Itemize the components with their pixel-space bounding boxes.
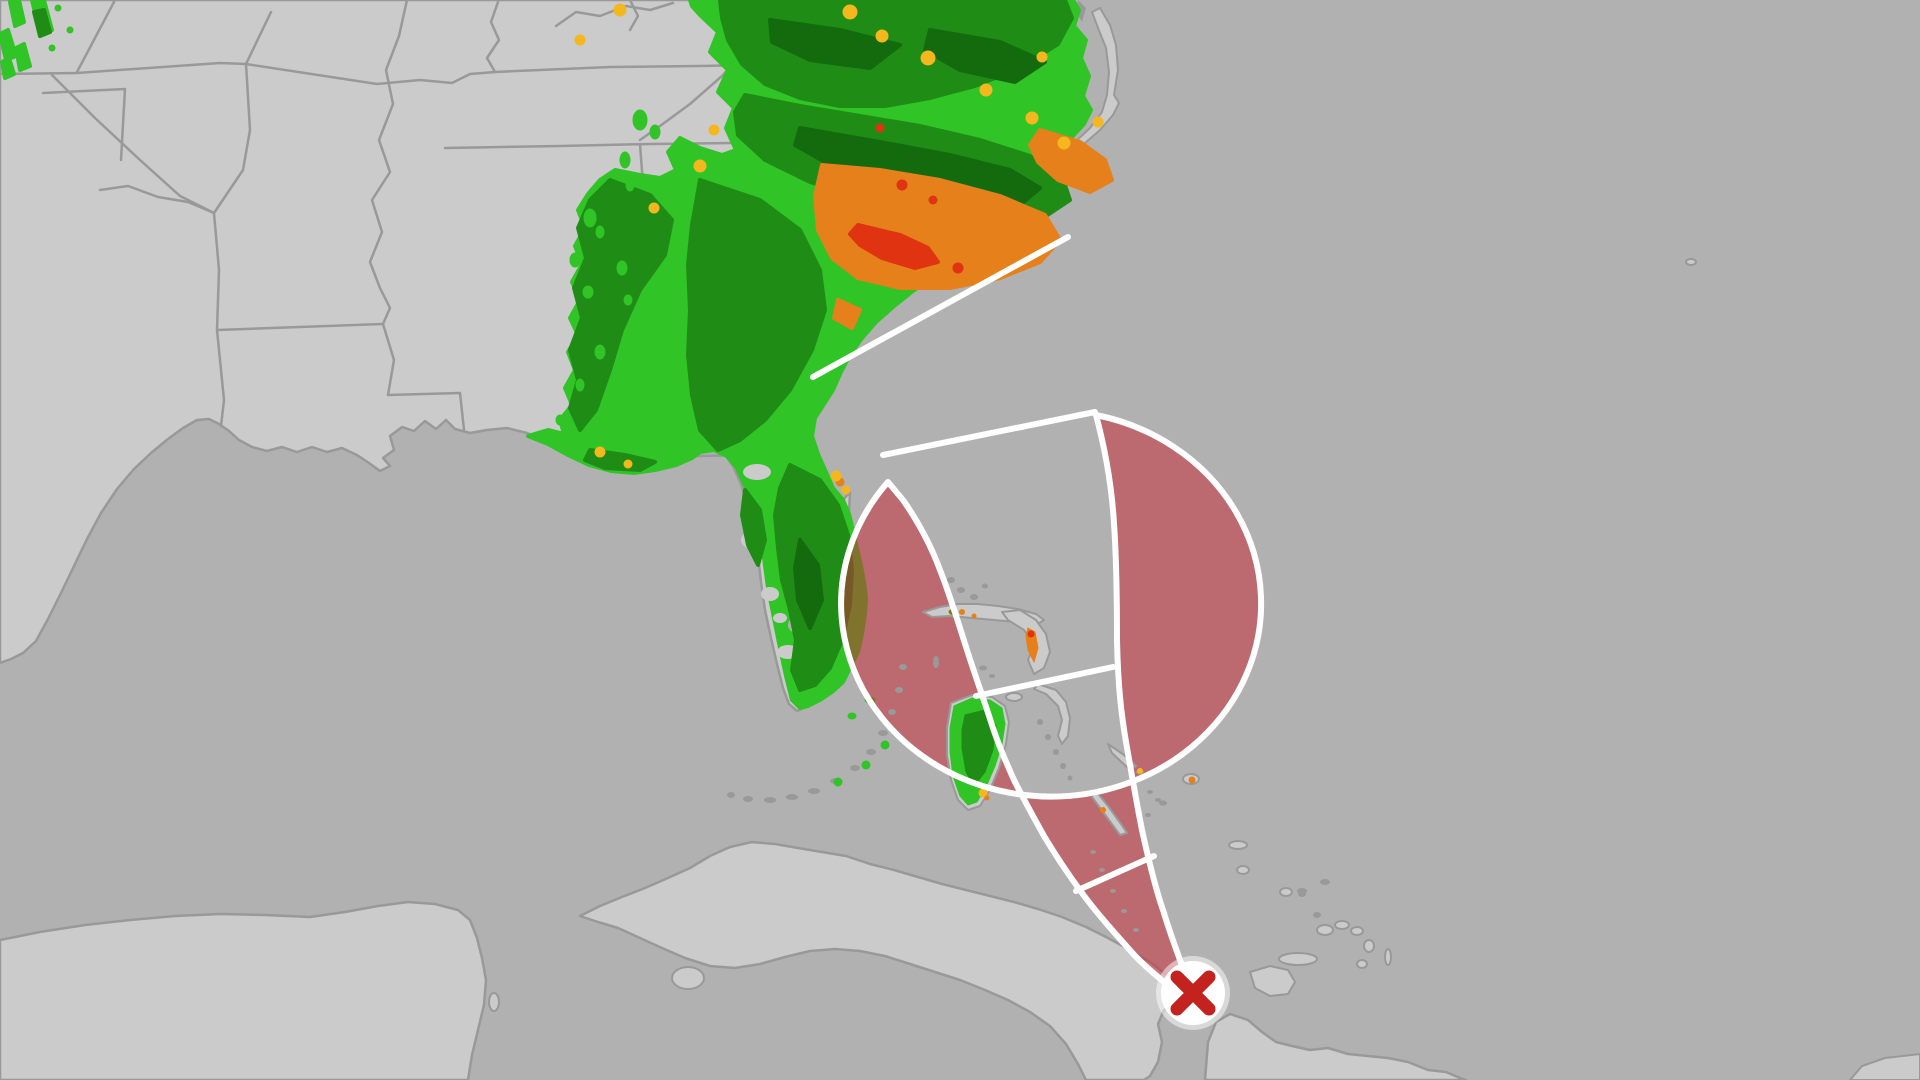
- eleuthera: [1033, 683, 1071, 745]
- bimini: [933, 656, 939, 668]
- storm-position-marker[interactable]: [1156, 956, 1230, 1030]
- x-icon: [1170, 970, 1216, 1016]
- hispaniola: [1203, 1012, 1468, 1080]
- yucatan-peninsula: [0, 900, 488, 1080]
- abaco: [1001, 609, 1051, 675]
- florida-keys: [727, 664, 907, 803]
- radar-corner-streaks: [0, 0, 74, 80]
- long-island-bahamas: [1091, 789, 1128, 836]
- bermuda-islet: [1685, 258, 1697, 266]
- radar-precipitation-layer: [0, 0, 1114, 720]
- turks-and-caicos-islands: [1298, 891, 1392, 969]
- isle-of-youth: [671, 966, 705, 990]
- cozumel-island: [488, 992, 500, 1012]
- southern-landmasses: [0, 258, 1920, 1080]
- abaco-radar-red: [1027, 630, 1035, 638]
- cone-time-separators: [810, 234, 1157, 894]
- radar-yellow-cells: [574, 3, 1104, 495]
- forecast-cone-outline: [810, 234, 1265, 994]
- puerto-rico-corner: [1849, 1053, 1920, 1080]
- great-inagua: [1249, 965, 1296, 997]
- radar-scattered-cells: [539, 109, 876, 720]
- forecast-cone-fill: [841, 415, 1262, 991]
- tortuga-island: [1278, 952, 1318, 966]
- new-providence: [1005, 692, 1023, 702]
- southeast-bahamas-islands: [1228, 840, 1330, 997]
